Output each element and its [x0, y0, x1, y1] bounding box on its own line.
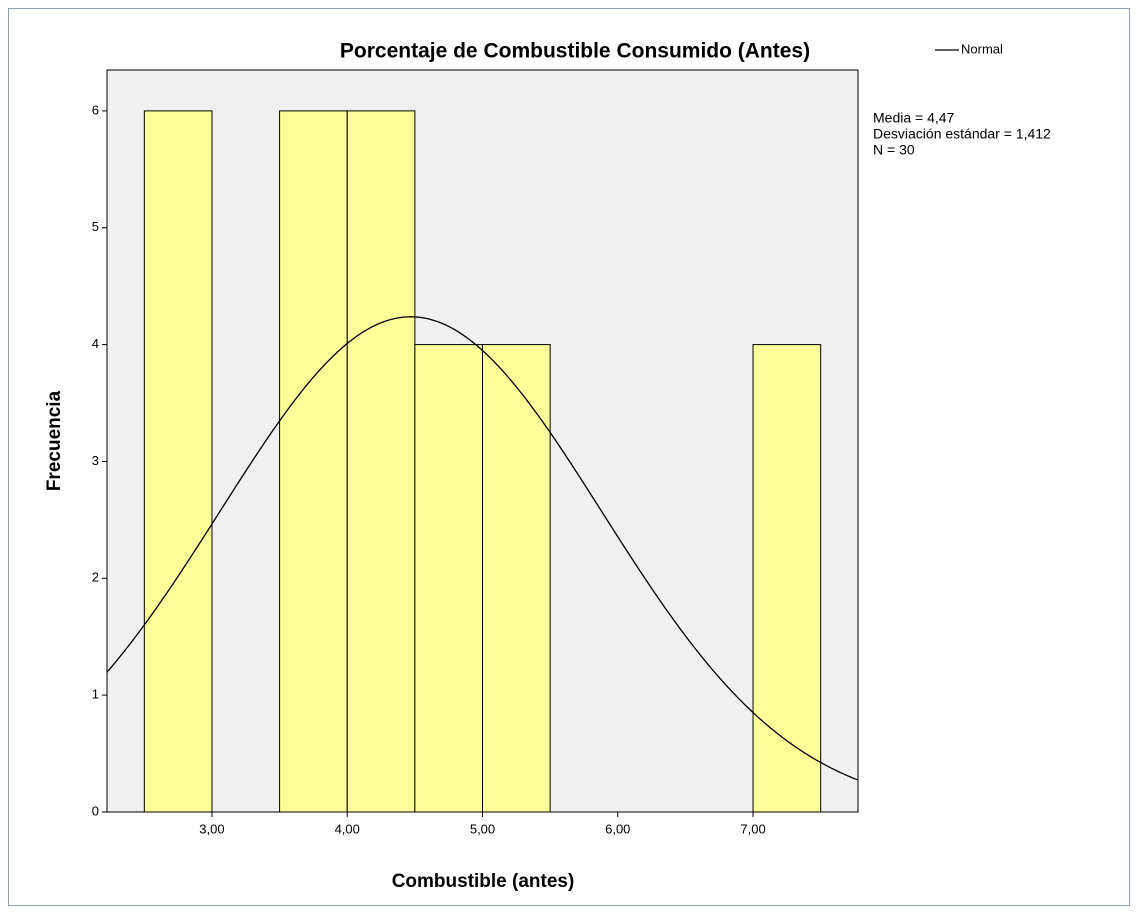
- x-axis-title: Combustible (antes): [392, 871, 575, 892]
- annotation: Media = 4,47: [873, 110, 955, 126]
- chart-title: Porcentaje de Combustible Consumido (Ant…: [340, 40, 810, 63]
- x-tick-label: 7,00: [740, 821, 765, 836]
- bar: [482, 344, 551, 813]
- normal-curve: [107, 316, 858, 781]
- bar: [279, 110, 348, 813]
- x-tick-label: 6,00: [605, 821, 630, 836]
- y-tick-label: 0: [92, 803, 99, 818]
- bar: [752, 344, 822, 813]
- annotation: Desviación estándar = 1,412: [873, 126, 1051, 142]
- legend-label: Normal: [961, 41, 1003, 56]
- bar: [414, 344, 484, 813]
- y-tick-label: 1: [92, 687, 99, 702]
- y-tick-label: 4: [92, 336, 99, 351]
- x-tick-label: 4,00: [335, 821, 360, 836]
- x-tick-label: 3,00: [199, 821, 224, 836]
- y-tick-label: 5: [92, 219, 99, 234]
- bar: [346, 110, 416, 813]
- bar: [143, 110, 213, 813]
- y-tick-label: 3: [92, 453, 99, 468]
- y-axis-title: Frecuencia: [44, 390, 65, 491]
- y-tick-label: 2: [92, 570, 99, 585]
- annotation: N = 30: [873, 142, 915, 158]
- x-tick-label: 5,00: [470, 821, 495, 836]
- y-tick-label: 6: [92, 102, 99, 117]
